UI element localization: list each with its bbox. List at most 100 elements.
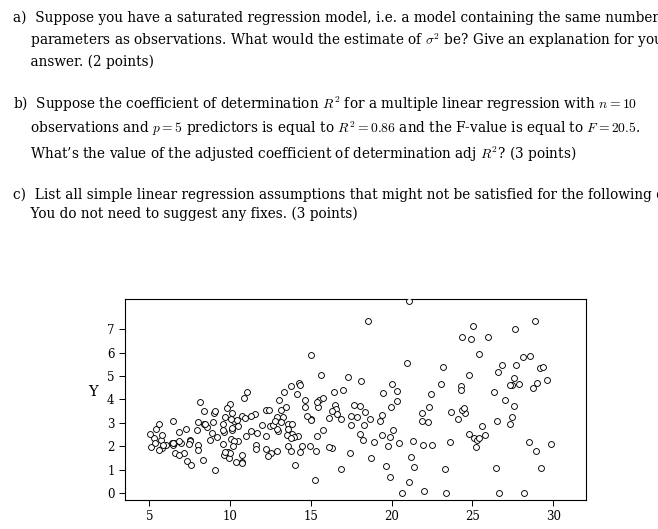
Point bbox=[330, 400, 340, 409]
Point bbox=[228, 436, 239, 445]
Point bbox=[265, 449, 276, 457]
Point bbox=[407, 437, 418, 445]
Point bbox=[291, 389, 302, 398]
Point bbox=[161, 441, 171, 449]
Point bbox=[327, 444, 338, 452]
Point bbox=[349, 401, 359, 409]
Point bbox=[240, 413, 250, 422]
Point bbox=[300, 396, 311, 404]
Y-axis label: Y: Y bbox=[88, 386, 98, 399]
Point bbox=[464, 430, 474, 439]
Point bbox=[332, 409, 342, 418]
Point bbox=[327, 407, 338, 415]
Point bbox=[488, 388, 499, 396]
Point bbox=[287, 420, 297, 428]
Point bbox=[274, 396, 284, 405]
Point bbox=[499, 396, 510, 404]
Point bbox=[480, 431, 490, 439]
Point bbox=[226, 424, 237, 432]
Point bbox=[318, 394, 328, 402]
Point bbox=[309, 476, 320, 485]
Point bbox=[286, 430, 297, 439]
Point bbox=[305, 442, 316, 450]
Point bbox=[470, 443, 481, 452]
Point bbox=[218, 420, 228, 428]
Point bbox=[157, 443, 167, 452]
Point bbox=[402, 359, 413, 367]
Point bbox=[241, 388, 252, 396]
Point bbox=[374, 417, 385, 425]
Point bbox=[193, 446, 203, 454]
Point bbox=[174, 428, 185, 436]
Point bbox=[226, 408, 237, 417]
Point bbox=[201, 423, 212, 432]
Point bbox=[328, 388, 339, 396]
Point bbox=[261, 432, 271, 440]
Point bbox=[182, 457, 192, 465]
Point bbox=[283, 419, 293, 428]
Point bbox=[345, 421, 356, 429]
Point bbox=[405, 452, 416, 461]
Point bbox=[403, 297, 414, 305]
Point bbox=[186, 461, 196, 470]
Point bbox=[268, 421, 278, 430]
Point bbox=[509, 373, 519, 382]
Point bbox=[222, 404, 232, 413]
Point bbox=[219, 427, 230, 436]
Point bbox=[459, 404, 469, 412]
Point bbox=[453, 415, 464, 424]
Point bbox=[443, 290, 453, 298]
Point bbox=[426, 389, 436, 398]
Point bbox=[294, 448, 305, 457]
Point bbox=[513, 379, 524, 388]
Point bbox=[384, 433, 395, 441]
Point bbox=[324, 414, 334, 422]
Point bbox=[384, 473, 395, 481]
Point bbox=[403, 478, 414, 487]
Point bbox=[530, 317, 540, 326]
Point bbox=[317, 426, 328, 434]
Point bbox=[209, 408, 220, 417]
Point bbox=[185, 437, 195, 445]
Point bbox=[518, 353, 528, 361]
Point bbox=[387, 380, 397, 388]
Point bbox=[492, 417, 503, 425]
Point bbox=[170, 449, 181, 457]
Point bbox=[233, 422, 243, 431]
Point bbox=[149, 434, 159, 443]
Point bbox=[144, 430, 155, 438]
Point bbox=[436, 380, 446, 388]
Point bbox=[272, 426, 283, 435]
Point bbox=[538, 363, 549, 371]
Point bbox=[378, 389, 388, 397]
Point bbox=[252, 428, 263, 437]
Point bbox=[233, 437, 243, 445]
Point bbox=[446, 408, 457, 416]
Point bbox=[477, 422, 488, 431]
Point bbox=[282, 425, 293, 433]
Point bbox=[359, 421, 370, 429]
Point bbox=[368, 437, 379, 446]
Point bbox=[466, 335, 476, 343]
Point bbox=[352, 413, 363, 421]
Point bbox=[534, 364, 545, 372]
Point bbox=[383, 442, 393, 450]
Point bbox=[355, 402, 365, 411]
Point bbox=[197, 455, 208, 464]
Point bbox=[360, 407, 370, 416]
Point bbox=[331, 405, 342, 413]
Point bbox=[191, 426, 202, 435]
Point bbox=[507, 412, 518, 421]
Point bbox=[239, 394, 249, 403]
Point bbox=[249, 409, 260, 418]
Point bbox=[195, 397, 206, 406]
Point bbox=[293, 379, 304, 387]
Point bbox=[237, 450, 247, 459]
Point bbox=[336, 464, 347, 473]
Point bbox=[380, 462, 391, 471]
Point bbox=[226, 415, 236, 423]
Point bbox=[363, 317, 373, 325]
Point bbox=[376, 431, 387, 439]
Point bbox=[313, 403, 324, 411]
Point bbox=[157, 441, 168, 450]
